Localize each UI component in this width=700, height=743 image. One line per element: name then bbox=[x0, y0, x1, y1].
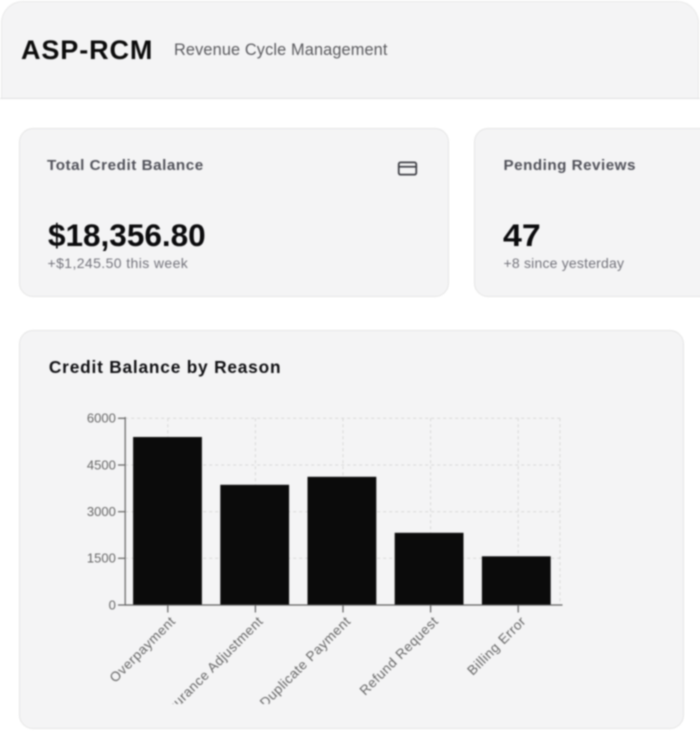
svg-text:Billing Error: Billing Error bbox=[464, 614, 529, 679]
svg-text:Overpayment: Overpayment bbox=[107, 614, 179, 686]
svg-text:4500: 4500 bbox=[87, 457, 116, 472]
svg-text:3000: 3000 bbox=[87, 504, 116, 519]
svg-text:6000: 6000 bbox=[87, 411, 116, 426]
svg-text:surance Adjustment: surance Adjustment bbox=[165, 614, 266, 704]
svg-text:0: 0 bbox=[109, 597, 116, 612]
svg-text:Duplicate Payment: Duplicate Payment bbox=[257, 614, 354, 704]
svg-text:Refund Request: Refund Request bbox=[357, 614, 442, 699]
svg-text:1500: 1500 bbox=[87, 551, 116, 566]
